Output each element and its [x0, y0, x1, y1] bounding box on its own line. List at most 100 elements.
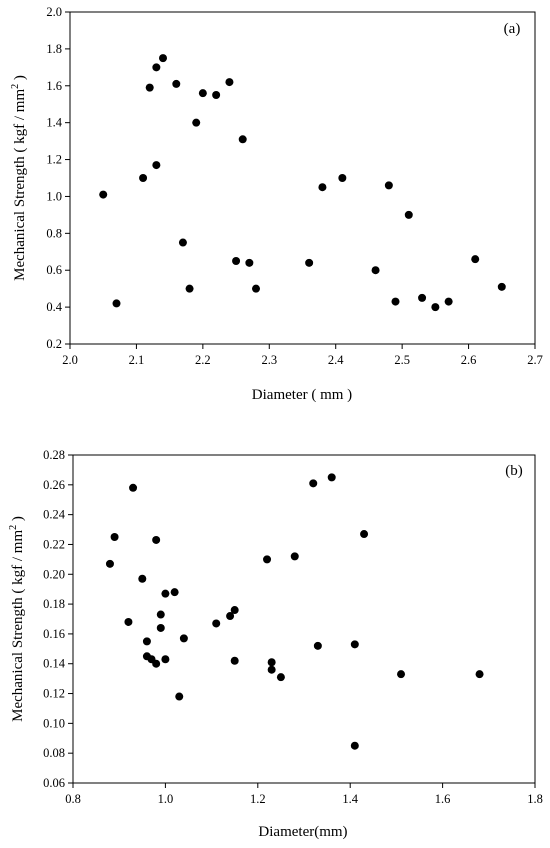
y-tick-label: 1.2 — [46, 153, 62, 167]
panel-label-b: (b) — [505, 463, 523, 479]
y-axis-b: 0.06 0.08 0.10 0.12 0.14 0.16 0.18 0.20 0.22 0.24… — [43, 448, 73, 790]
x-tick-label: 2.5 — [394, 353, 410, 367]
x-tick-label: 2.7 — [527, 353, 543, 367]
y-tick-label: 0.14 — [43, 657, 66, 671]
data-point — [350, 741, 359, 750]
data-point — [313, 641, 322, 650]
x-axis-a: 2.0 2.1 2.2 2.3 2.4 2.5 2.6 2.7 — [62, 344, 543, 367]
data-points-b — [105, 473, 484, 750]
data-point — [152, 659, 161, 668]
data-point — [230, 656, 239, 665]
y-tick-label: 0.22 — [43, 537, 65, 551]
x-axis-title-a: Diameter ( mm ) — [252, 387, 352, 403]
x-tick-label: 1.4 — [342, 792, 358, 806]
x-tick-label: 1.8 — [527, 792, 543, 806]
y-tick-label: 0.16 — [43, 627, 65, 641]
y-axis-a: 0.2 0.4 0.6 0.8 1.0 1.2 1.4 1.6 1.8 2.0 — [46, 5, 70, 351]
x-tick-label: 2.4 — [328, 353, 344, 367]
y-tick-label: 0.12 — [43, 687, 65, 701]
chart-panel-a: 2.0 2.1 2.2 2.3 2.4 2.5 2.6 2.7 0.2 0.4 0.6 0.8 1.0… — [10, 5, 543, 403]
y-axis-title-a-main: Mechanical Strength ( kgf / mm — [12, 89, 28, 281]
data-point — [212, 91, 221, 99]
data-point — [431, 303, 440, 312]
data-point — [198, 89, 207, 98]
data-point — [475, 670, 484, 679]
data-point — [327, 473, 336, 482]
y-axis-title-b-tail: ) — [10, 516, 26, 525]
x-axis-b: 0.8 1.0 1.2 1.4 1.6 1.8 — [65, 783, 543, 806]
y-tick-label: 1.6 — [46, 79, 62, 93]
data-point — [360, 530, 369, 539]
x-tick-label: 2.6 — [461, 353, 477, 367]
data-point — [225, 78, 234, 87]
data-point — [471, 255, 480, 264]
data-point — [305, 258, 314, 267]
y-tick-label: 0.2 — [46, 337, 62, 351]
x-tick-label: 1.0 — [158, 792, 174, 806]
panel-label-a: (a) — [504, 21, 521, 37]
data-point — [318, 183, 327, 192]
data-point — [185, 284, 194, 293]
y-tick-label: 0.8 — [46, 226, 62, 240]
data-point — [152, 535, 161, 544]
y-tick-label: 0.6 — [46, 263, 62, 277]
data-point — [497, 282, 506, 291]
y-tick-label: 2.0 — [46, 5, 62, 19]
x-tick-label: 2.1 — [129, 353, 145, 367]
data-point — [391, 297, 400, 306]
y-axis-title-b-main: Mechanical Strength ( kgf / mm — [10, 530, 26, 722]
y-tick-label: 0.26 — [43, 478, 65, 492]
data-point — [152, 63, 161, 72]
x-tick-label: 2.2 — [195, 353, 211, 367]
x-tick-label: 2.0 — [62, 353, 78, 367]
y-tick-label: 1.4 — [46, 116, 62, 130]
chart-panel-b: 0.8 1.0 1.2 1.4 1.6 1.8 0.060.080.100.120.140… — [8, 448, 543, 840]
data-point — [142, 637, 151, 646]
y-tick-label: 0.08 — [43, 746, 65, 760]
data-point — [172, 79, 181, 88]
y-tick-label: 0.4 — [46, 300, 62, 314]
y-tick-label: 0.10 — [43, 716, 65, 730]
x-axis-title-b: Diameter(mm) — [258, 824, 347, 840]
plot-frame-a — [69, 11, 536, 345]
data-point — [418, 293, 427, 302]
data-point — [404, 210, 413, 219]
data-point — [252, 284, 260, 293]
data-point — [371, 266, 380, 275]
data-point — [267, 665, 276, 674]
data-point — [238, 135, 247, 144]
data-point — [138, 574, 147, 583]
data-point — [192, 118, 201, 127]
data-point — [159, 54, 167, 63]
y-tick-label: 0.18 — [43, 597, 65, 611]
data-point — [397, 670, 406, 679]
data-point — [226, 612, 235, 621]
y-tick-label: 1.8 — [46, 42, 62, 56]
data-point — [99, 190, 108, 199]
data-point — [156, 623, 165, 632]
y-tick-label: 0.24 — [43, 508, 66, 522]
data-point — [124, 617, 133, 626]
data-points-a — [99, 54, 506, 312]
data-point — [175, 692, 184, 701]
x-tick-label: 1.6 — [435, 792, 451, 806]
y-axis-title-a-tail: ) — [12, 75, 28, 84]
data-point — [309, 479, 318, 488]
x-tick-label: 1.2 — [250, 792, 266, 806]
data-point — [152, 161, 161, 170]
y-tick-label: 0.28 — [43, 448, 65, 462]
data-point — [178, 238, 187, 247]
data-point — [276, 673, 285, 682]
x-tick-label: 2.3 — [261, 353, 277, 367]
y-tick-label: 0.20 — [43, 567, 65, 581]
data-point — [139, 174, 148, 182]
data-point — [179, 634, 188, 643]
data-point — [161, 655, 170, 664]
data-point — [105, 559, 114, 568]
data-point — [129, 483, 138, 492]
y-axis-title-b-sup: 2 — [8, 525, 19, 530]
data-point — [290, 552, 299, 561]
data-point — [156, 610, 165, 619]
data-point — [212, 619, 221, 628]
y-tick-label: 1.0 — [46, 189, 62, 203]
